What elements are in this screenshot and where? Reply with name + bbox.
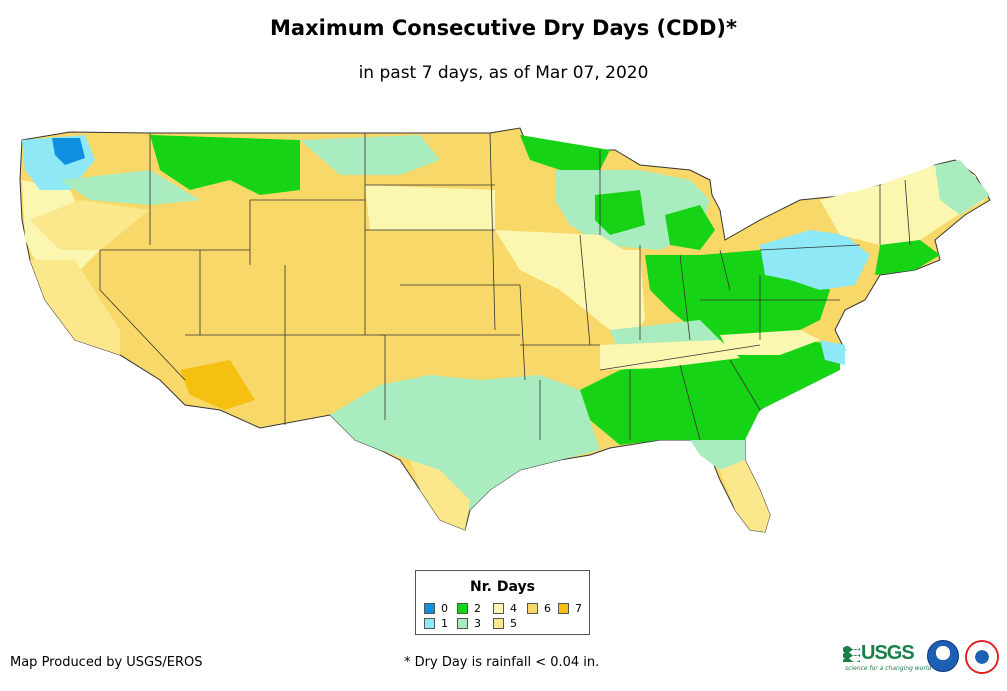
region-carolina-blue: [820, 340, 845, 365]
region-california-yellow: [30, 260, 120, 355]
region-south-central-mint: [330, 375, 600, 510]
region-wisconsin-green: [595, 190, 645, 235]
legend-item-4: 4: [493, 602, 517, 615]
region-rockies-light: [60, 170, 200, 205]
region-virginia-pale: [720, 330, 820, 355]
legend-swatch-4: [493, 603, 504, 614]
map-subtitle: in past 7 days, as of Mar 07, 2020: [358, 63, 649, 83]
region-oregon-light: [30, 200, 150, 250]
state-borders: [99, 132, 911, 441]
usgs-tagline: science for a changing world: [845, 665, 932, 672]
legend-label-1: 1: [441, 617, 448, 630]
legend-item-3: 3: [457, 617, 481, 630]
region-illinois-pale: [585, 250, 645, 345]
legend-swatch-1: [424, 618, 435, 629]
legend-item-1: 1: [424, 617, 448, 630]
legend-item-0: 0: [424, 602, 448, 615]
region-tennessee-pale: [600, 340, 740, 370]
region-michigan-green: [665, 205, 715, 250]
legend-item-5: 5: [493, 617, 517, 630]
legend: Nr. Days 0 1 2 3 4 5 6 7: [415, 570, 590, 635]
legend-label-6: 6: [544, 602, 551, 615]
region-florida-mint: [690, 440, 745, 470]
legend-label-2: 2: [474, 602, 481, 615]
legend-swatch-7: [558, 603, 569, 614]
region-southwest-orange: [180, 360, 255, 410]
usgs-wave-icon: [843, 646, 860, 662]
legend-title: Nr. Days: [470, 579, 535, 595]
legend-item-6: 6: [527, 602, 551, 615]
legend-label-5: 5: [510, 617, 517, 630]
region-new-england-green: [875, 240, 940, 275]
legend-label-3: 3: [474, 617, 481, 630]
dry-day-note: * Dry Day is rainfall < 0.04 in.: [404, 655, 600, 670]
region-dakotas-pale: [365, 185, 495, 230]
nws-logo-icon: [965, 640, 999, 674]
region-rockies-green: [150, 135, 300, 195]
legend-swatch-2: [457, 603, 468, 614]
credit-text: Map Produced by USGS/EROS: [10, 655, 203, 670]
region-south-texas-yellow: [410, 460, 470, 530]
legend-swatch-3: [457, 618, 468, 629]
legend-label-0: 0: [441, 602, 448, 615]
usgs-logo: USGS: [861, 642, 915, 664]
region-florida-yellow: [720, 460, 770, 532]
legend-swatch-0: [424, 603, 435, 614]
legend-item-7: 7: [558, 602, 582, 615]
legend-swatch-6: [527, 603, 538, 614]
region-north-plains-mint: [300, 135, 440, 175]
map-title: Maximum Consecutive Dry Days (CDD)*: [270, 16, 737, 40]
agency-logos: USGS science for a changing world: [843, 640, 1003, 680]
legend-item-2: 2: [457, 602, 481, 615]
region-upper-midwest-green: [520, 135, 610, 170]
noaa-logo-icon: [927, 640, 959, 672]
legend-label-4: 4: [510, 602, 517, 615]
region-wa-dark-blue: [52, 138, 85, 165]
legend-label-7: 7: [575, 602, 582, 615]
legend-swatch-5: [493, 618, 504, 629]
region-maine-mint: [935, 160, 990, 215]
region-ny-pa-blue: [760, 230, 870, 290]
